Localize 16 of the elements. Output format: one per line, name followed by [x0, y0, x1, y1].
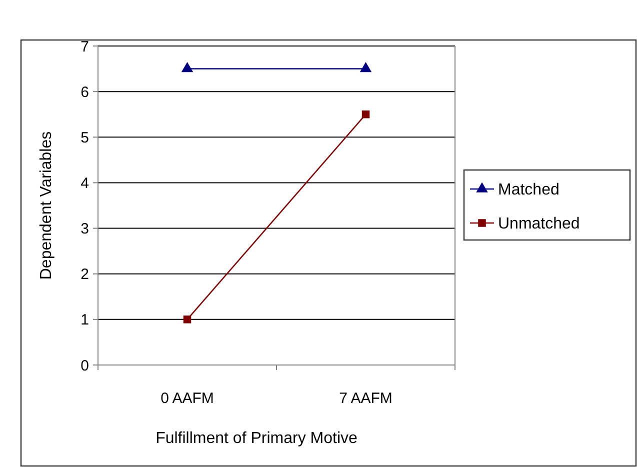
x-tick-label: 0 AAFM — [160, 390, 214, 407]
y-tick-label: 4 — [80, 174, 89, 192]
y-tick-label: 3 — [80, 220, 89, 238]
y-axis-title: Dependent Variables — [38, 131, 55, 280]
point — [362, 110, 370, 118]
y-tick-label: 1 — [80, 312, 89, 329]
y-tick-label: 0 — [80, 357, 89, 374]
point — [183, 316, 192, 324]
y-tick-label: 2 — [80, 266, 89, 284]
y-tick-label: 5 — [80, 129, 89, 146]
legend-label: Matched — [498, 182, 560, 199]
x-axis-title: Fulfillment of Primary Motive — [156, 430, 358, 447]
y-tick-label: 7 — [80, 38, 89, 56]
legend-label: Unmatched — [498, 216, 580, 233]
x-tick-label: 7 AAFM — [339, 390, 392, 407]
y-tick-label: 6 — [80, 84, 89, 101]
